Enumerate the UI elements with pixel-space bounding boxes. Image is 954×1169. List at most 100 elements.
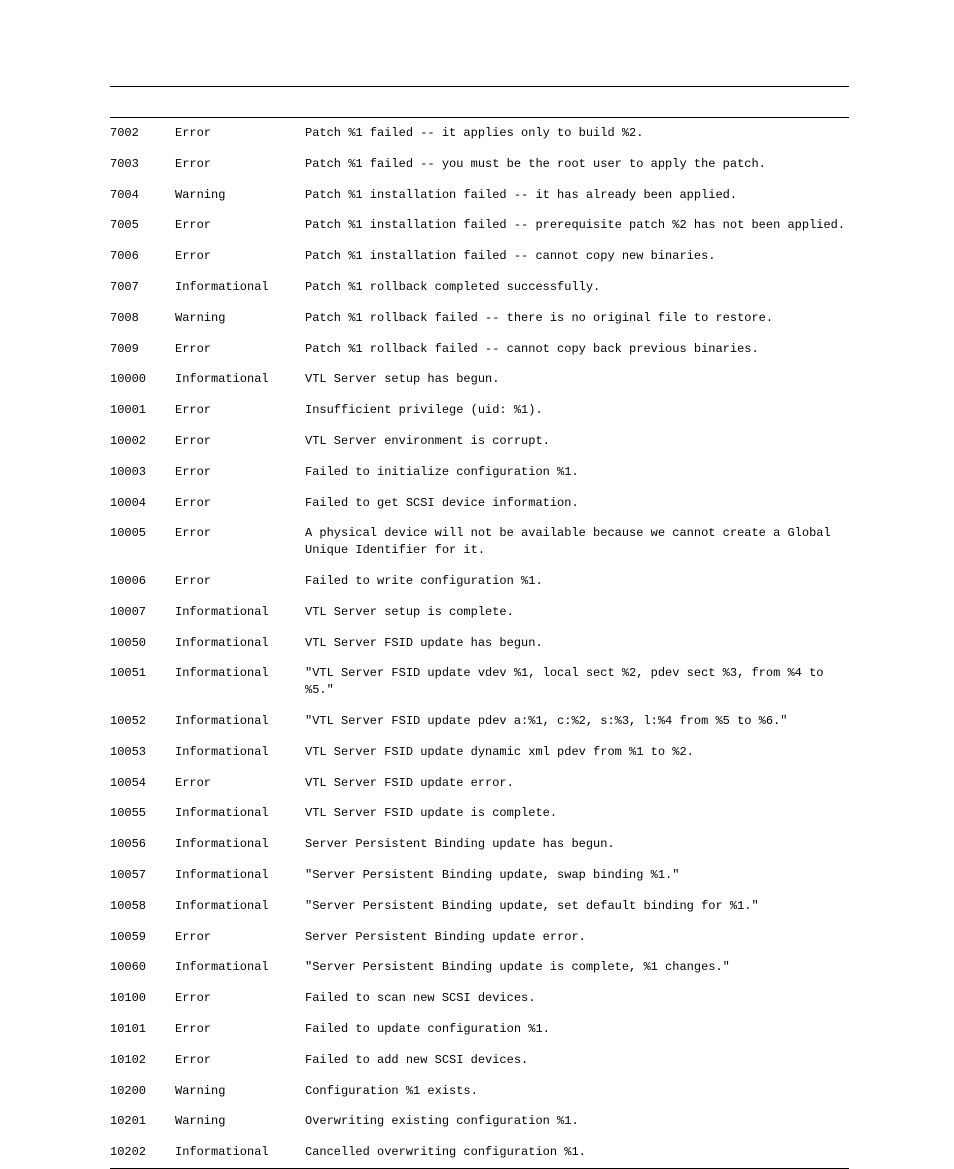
cell-severity: Informational (175, 272, 305, 303)
cell-severity: Error (175, 334, 305, 365)
cell-severity: Error (175, 149, 305, 180)
cell-message: A physical device will not be available … (305, 518, 849, 566)
cell-severity: Error (175, 922, 305, 953)
cell-code: 7008 (110, 303, 175, 334)
table-row: 10000InformationalVTL Server setup has b… (110, 364, 849, 395)
cell-severity: Error (175, 241, 305, 272)
table-row: 10056InformationalServer Persistent Bind… (110, 829, 849, 860)
cell-severity: Error (175, 426, 305, 457)
table-row: 7008WarningPatch %1 rollback failed -- t… (110, 303, 849, 334)
cell-code: 10001 (110, 395, 175, 426)
document-page: 7002ErrorPatch %1 failed -- it applies o… (0, 0, 954, 1145)
cell-code: 10051 (110, 658, 175, 706)
cell-code: 10100 (110, 983, 175, 1014)
cell-code: 10057 (110, 860, 175, 891)
table-row: 10201WarningOverwriting existing configu… (110, 1106, 849, 1137)
cell-message: Patch %1 rollback completed successfully… (305, 272, 849, 303)
table-row: 7002ErrorPatch %1 failed -- it applies o… (110, 118, 849, 149)
header-rule (110, 86, 849, 87)
cell-severity: Informational (175, 829, 305, 860)
table-row: 7005ErrorPatch %1 installation failed --… (110, 210, 849, 241)
table-row: 7004WarningPatch %1 installation failed … (110, 180, 849, 211)
table-row: 10100ErrorFailed to scan new SCSI device… (110, 983, 849, 1014)
table-row: 10200WarningConfiguration %1 exists. (110, 1076, 849, 1107)
cell-code: 10055 (110, 798, 175, 829)
cell-severity: Informational (175, 706, 305, 737)
cell-code: 7009 (110, 334, 175, 365)
table-row: 10006ErrorFailed to write configuration … (110, 566, 849, 597)
cell-message: Server Persistent Binding update error. (305, 922, 849, 953)
cell-severity: Informational (175, 1137, 305, 1168)
cell-message: VTL Server FSID update error. (305, 768, 849, 799)
cell-code: 7006 (110, 241, 175, 272)
table-row: 10053InformationalVTL Server FSID update… (110, 737, 849, 768)
cell-code: 10060 (110, 952, 175, 983)
cell-severity: Error (175, 1045, 305, 1076)
cell-message: VTL Server setup is complete. (305, 597, 849, 628)
cell-message: Overwriting existing configuration %1. (305, 1106, 849, 1137)
cell-message: Failed to scan new SCSI devices. (305, 983, 849, 1014)
cell-message: VTL Server FSID update is complete. (305, 798, 849, 829)
message-table-body: 7002ErrorPatch %1 failed -- it applies o… (110, 118, 849, 1169)
cell-severity: Warning (175, 1076, 305, 1107)
cell-message: Failed to initialize configuration %1. (305, 457, 849, 488)
table-row: 10052Informational"VTL Server FSID updat… (110, 706, 849, 737)
cell-severity: Error (175, 566, 305, 597)
cell-code: 10201 (110, 1106, 175, 1137)
cell-severity: Informational (175, 798, 305, 829)
table-row: 10004ErrorFailed to get SCSI device info… (110, 488, 849, 519)
cell-message: Server Persistent Binding update has beg… (305, 829, 849, 860)
cell-message: VTL Server environment is corrupt. (305, 426, 849, 457)
cell-message: Failed to write configuration %1. (305, 566, 849, 597)
cell-message: Patch %1 installation failed -- prerequi… (305, 210, 849, 241)
table-row: 7003ErrorPatch %1 failed -- you must be … (110, 149, 849, 180)
cell-severity: Error (175, 983, 305, 1014)
table-row: 7006ErrorPatch %1 installation failed --… (110, 241, 849, 272)
cell-code: 10059 (110, 922, 175, 953)
cell-code: 7007 (110, 272, 175, 303)
cell-code: 10056 (110, 829, 175, 860)
cell-message: Patch %1 failed -- it applies only to bu… (305, 118, 849, 149)
cell-message: Failed to add new SCSI devices. (305, 1045, 849, 1076)
table-row: 10102ErrorFailed to add new SCSI devices… (110, 1045, 849, 1076)
cell-severity: Warning (175, 180, 305, 211)
table-row: 10005ErrorA physical device will not be … (110, 518, 849, 566)
cell-severity: Informational (175, 364, 305, 395)
cell-severity: Error (175, 118, 305, 149)
cell-message: Patch %1 failed -- you must be the root … (305, 149, 849, 180)
cell-severity: Error (175, 768, 305, 799)
cell-severity: Warning (175, 303, 305, 334)
cell-severity: Informational (175, 628, 305, 659)
cell-code: 10007 (110, 597, 175, 628)
cell-severity: Error (175, 457, 305, 488)
cell-message: "Server Persistent Binding update, swap … (305, 860, 849, 891)
cell-code: 10101 (110, 1014, 175, 1045)
cell-code: 10102 (110, 1045, 175, 1076)
table-row: 10058Informational"Server Persistent Bin… (110, 891, 849, 922)
cell-message: Patch %1 rollback failed -- there is no … (305, 303, 849, 334)
cell-severity: Informational (175, 952, 305, 983)
table-row: 10101ErrorFailed to update configuration… (110, 1014, 849, 1045)
cell-code: 10005 (110, 518, 175, 566)
table-row: 10060Informational"Server Persistent Bin… (110, 952, 849, 983)
cell-code: 7005 (110, 210, 175, 241)
table-row: 7009ErrorPatch %1 rollback failed -- can… (110, 334, 849, 365)
cell-severity: Informational (175, 597, 305, 628)
cell-message: "Server Persistent Binding update, set d… (305, 891, 849, 922)
cell-severity: Informational (175, 891, 305, 922)
cell-message: "VTL Server FSID update pdev a:%1, c:%2,… (305, 706, 849, 737)
cell-severity: Informational (175, 658, 305, 706)
cell-message: VTL Server setup has begun. (305, 364, 849, 395)
cell-message: Failed to get SCSI device information. (305, 488, 849, 519)
table-row: 10055InformationalVTL Server FSID update… (110, 798, 849, 829)
cell-message: "Server Persistent Binding update is com… (305, 952, 849, 983)
cell-message: Cancelled overwriting configuration %1. (305, 1137, 849, 1168)
table-row: 10050InformationalVTL Server FSID update… (110, 628, 849, 659)
cell-code: 10054 (110, 768, 175, 799)
cell-severity: Warning (175, 1106, 305, 1137)
cell-code: 10002 (110, 426, 175, 457)
cell-severity: Informational (175, 860, 305, 891)
cell-code: 10058 (110, 891, 175, 922)
cell-message: Patch %1 rollback failed -- cannot copy … (305, 334, 849, 365)
table-row: 7007InformationalPatch %1 rollback compl… (110, 272, 849, 303)
